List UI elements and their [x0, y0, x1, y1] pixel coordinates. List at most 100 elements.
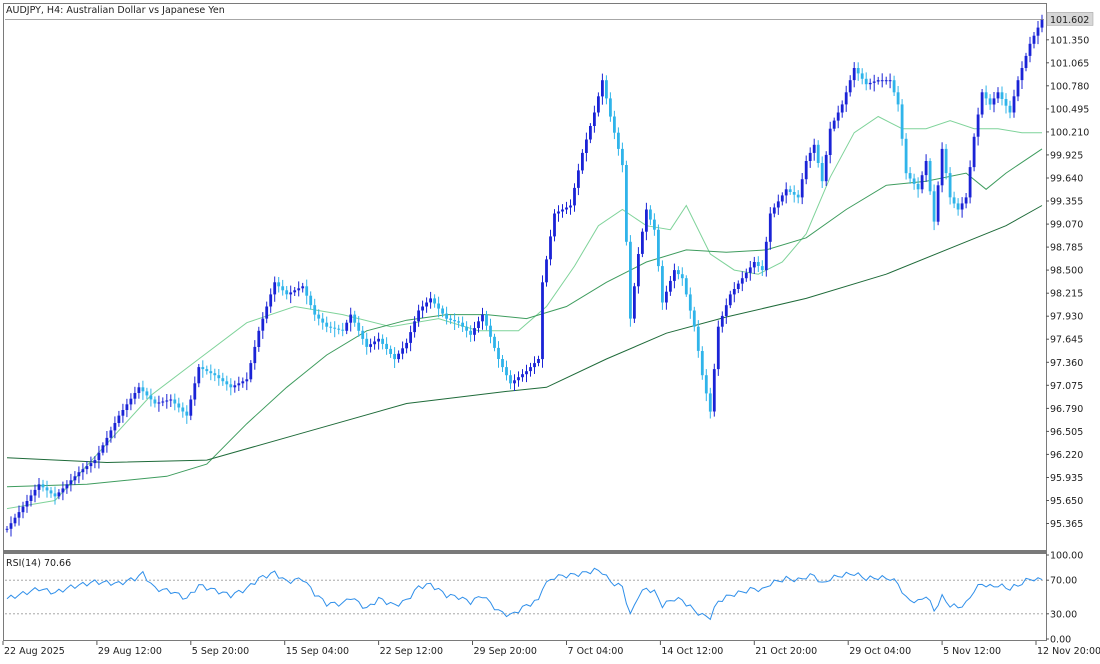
rsi-axis[interactable]: 100.00 70.00 30.00 0.00 — [1046, 551, 1083, 646]
main-chart-frame — [3, 3, 1047, 551]
candlestick — [641, 228, 644, 258]
candlestick — [980, 89, 984, 118]
price-tick-label: 100.210 — [1050, 127, 1089, 138]
candle-body — [97, 452, 101, 461]
candle-body — [445, 313, 448, 319]
candlestick — [553, 209, 556, 242]
candlestick — [649, 205, 652, 226]
candlestick — [621, 142, 624, 173]
candle-body — [684, 278, 688, 295]
candlestick — [457, 316, 460, 328]
candle-body — [880, 80, 884, 82]
rsi-line — [6, 567, 1043, 621]
candlestick — [688, 287, 692, 319]
candlestick — [677, 266, 680, 280]
candle-body — [541, 282, 544, 360]
price-tick-label: 97.360 — [1050, 358, 1083, 369]
candlestick — [5, 526, 9, 533]
candlestick — [517, 371, 520, 387]
candle-body — [641, 231, 644, 254]
candle-body — [109, 430, 113, 438]
candlestick — [133, 386, 137, 405]
candle-body — [1032, 35, 1036, 44]
candle-body — [489, 325, 492, 337]
candle-body — [980, 92, 984, 115]
candlestick — [29, 489, 33, 507]
candle-body — [1016, 80, 1020, 97]
candlestick — [365, 332, 369, 355]
candlestick — [369, 338, 372, 353]
candlestick — [121, 403, 125, 423]
candlestick — [609, 92, 612, 122]
time-tick-label: 21 Oct 20:00 — [755, 646, 817, 657]
candlestick — [752, 256, 756, 274]
candle-body — [249, 363, 253, 380]
candlestick — [281, 279, 285, 296]
candlestick — [728, 290, 732, 309]
price-tick-label: 95.935 — [1050, 473, 1083, 484]
candle-body — [505, 367, 508, 376]
candlestick — [45, 480, 49, 498]
candlestick — [53, 486, 57, 505]
candle-body — [201, 367, 205, 370]
price-axis[interactable]: 101.350 101.065 100.780 100.495 100.210 99.92… — [1046, 12, 1094, 530]
candlestick — [820, 156, 824, 188]
pane-separator[interactable] — [3, 551, 1047, 553]
candle-body — [309, 295, 313, 306]
candlestick — [880, 73, 884, 88]
candle-body — [157, 402, 161, 404]
candle-body — [868, 82, 872, 85]
time-tick-label: 5 Nov 12:00 — [943, 646, 1001, 657]
candle-body — [824, 154, 828, 182]
candlestick — [597, 92, 600, 117]
time-tick-label: 15 Sep 04:00 — [286, 646, 349, 657]
candle-body — [337, 328, 341, 330]
candle-body — [1008, 105, 1012, 113]
candle-body — [369, 344, 372, 347]
candlestick — [712, 363, 716, 417]
candlestick — [1004, 93, 1008, 114]
candle-body — [57, 492, 61, 497]
candle-body — [561, 209, 564, 212]
candlestick — [1012, 89, 1016, 118]
candlestick — [601, 73, 604, 105]
candle-body — [413, 321, 416, 333]
candlestick — [521, 369, 524, 382]
candlestick — [824, 151, 828, 186]
candle-body — [101, 445, 105, 453]
candlestick — [629, 235, 632, 327]
candle-body — [305, 286, 309, 296]
candle-body — [65, 484, 69, 489]
candlestick — [89, 456, 93, 473]
candle-body — [856, 68, 860, 74]
candle-body — [189, 399, 193, 416]
candlestick — [297, 281, 301, 297]
time-tick-label: 22 Aug 2025 — [4, 646, 65, 657]
candle-body — [61, 488, 65, 493]
candlestick — [325, 316, 329, 333]
time-axis[interactable]: 22 Aug 2025 29 Aug 12:00 5 Sep 20:00 15 Sep… — [2, 641, 1100, 657]
candlestick — [956, 198, 960, 216]
candle-body — [433, 298, 436, 304]
candlestick — [501, 355, 504, 372]
candlestick — [684, 275, 688, 297]
candle-body — [353, 314, 357, 323]
candle-body — [740, 278, 744, 284]
candlestick — [373, 336, 376, 350]
candlestick — [525, 364, 528, 383]
candlestick — [129, 393, 133, 411]
candle-body — [477, 321, 480, 328]
candle-body — [836, 112, 840, 121]
candle-body — [417, 310, 420, 322]
candlestick — [169, 394, 173, 407]
candle-body — [285, 290, 289, 295]
candlestick — [988, 94, 992, 110]
candle-body — [832, 120, 836, 129]
candle-body — [924, 161, 928, 176]
current-price-label: 101.602 — [1050, 15, 1089, 26]
candlestick — [257, 326, 261, 352]
candle-body — [800, 179, 804, 198]
candlestick — [273, 276, 277, 302]
